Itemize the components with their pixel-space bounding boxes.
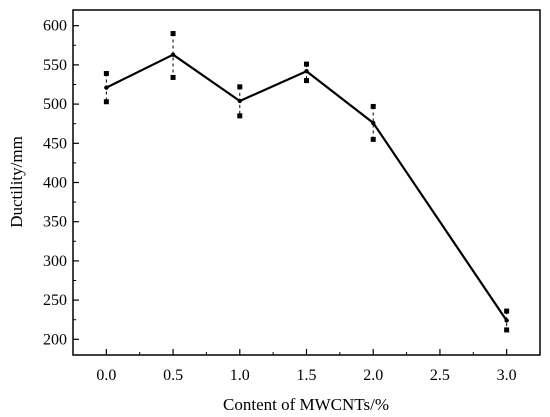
y-axis-ticks: 200 250 300 350 400 450 500 550 600 — [43, 18, 79, 348]
y-tick-label: 300 — [43, 253, 67, 270]
y-tick-label: 250 — [43, 292, 67, 309]
error-cap-lower — [170, 74, 176, 80]
error-bars — [103, 31, 510, 333]
error-cap-upper — [370, 103, 376, 109]
x-tick-label: 2.0 — [363, 367, 383, 384]
x-tick-label: 1.0 — [230, 367, 250, 384]
y-axis-title: Ductility/mm — [7, 136, 26, 228]
y-tick-label: 500 — [43, 96, 67, 113]
error-cap-lower — [304, 78, 309, 84]
error-cap-lower — [504, 327, 510, 333]
y-tick-label: 550 — [43, 57, 67, 74]
x-axis-title: Content of MWCNTs/% — [223, 395, 389, 414]
error-cap-lower — [237, 113, 243, 119]
x-axis-ticks: 0.0 0.5 1.0 1.5 2.0 2.5 3.0 — [96, 349, 517, 384]
x-tick-label: 2.5 — [430, 367, 450, 384]
y-tick-label: 200 — [43, 331, 67, 348]
y-tick-label: 600 — [43, 18, 67, 35]
x-tick-label: 0.5 — [163, 367, 183, 384]
error-cap-upper — [504, 308, 510, 314]
y-tick-label: 450 — [43, 135, 67, 152]
error-cap-upper — [103, 71, 109, 77]
y-tick-label: 400 — [43, 175, 67, 192]
error-cap-upper — [237, 84, 243, 90]
error-cap-lower — [370, 136, 376, 142]
error-cap-upper — [170, 31, 176, 37]
x-tick-label: 1.5 — [297, 367, 317, 384]
y-tick-label: 350 — [43, 214, 67, 231]
error-cap-lower — [103, 99, 109, 105]
series-line — [105, 53, 508, 322]
x-tick-label: 0.0 — [96, 367, 116, 384]
x-tick-label: 3.0 — [497, 367, 517, 384]
error-cap-upper — [304, 61, 309, 67]
